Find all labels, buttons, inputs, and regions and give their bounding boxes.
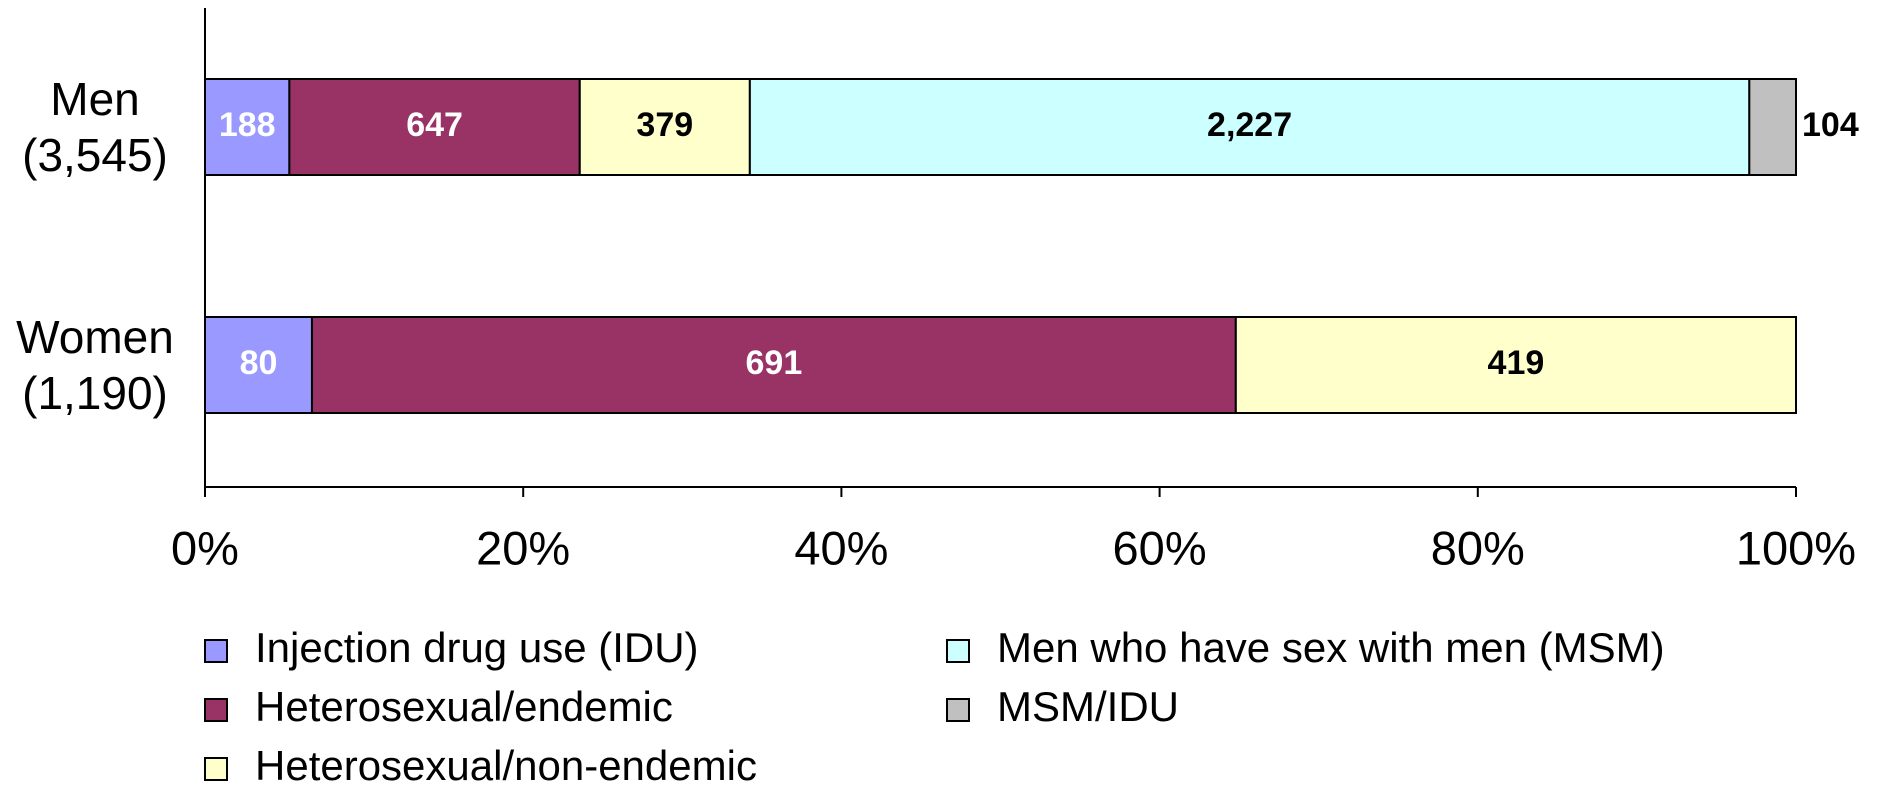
bar-segment — [288, 78, 581, 176]
category-label: Men (3,545) — [22, 73, 168, 181]
x-tick-label: 0% — [171, 521, 239, 574]
data-label: 104 — [1802, 106, 1859, 144]
data-label: 188 — [219, 106, 276, 144]
legend-label: MSM/IDU — [997, 683, 1179, 730]
data-label: 2,227 — [1207, 106, 1292, 144]
x-tick-label: 40% — [794, 521, 888, 574]
data-label: 379 — [636, 106, 693, 144]
data-label: 419 — [1488, 344, 1545, 382]
legend-swatch — [946, 639, 970, 663]
category-label: Women (1,190) — [16, 311, 174, 419]
bar-segment — [1748, 78, 1798, 176]
data-label: 80 — [240, 344, 278, 382]
legend-label: Injection drug use (IDU) — [255, 624, 699, 671]
legend-label: Heterosexual/endemic — [255, 683, 673, 730]
legend-label: Men who have sex with men (MSM) — [997, 624, 1665, 671]
x-tick-label: 20% — [476, 521, 570, 574]
data-label: 647 — [406, 106, 463, 144]
legend-swatch — [946, 698, 970, 722]
legend-label: Heterosexual/non-endemic — [255, 742, 757, 789]
legend-swatch — [204, 757, 228, 781]
bar-segment — [310, 316, 1237, 414]
x-tick-label: 100% — [1736, 521, 1856, 574]
x-tick-label: 80% — [1431, 521, 1525, 574]
bar-segment — [204, 78, 291, 176]
bar-segment — [1234, 316, 1798, 414]
legend-swatch — [204, 698, 228, 722]
legend-swatch — [204, 639, 228, 663]
data-label: 691 — [746, 344, 803, 382]
x-tick-label: 60% — [1113, 521, 1207, 574]
